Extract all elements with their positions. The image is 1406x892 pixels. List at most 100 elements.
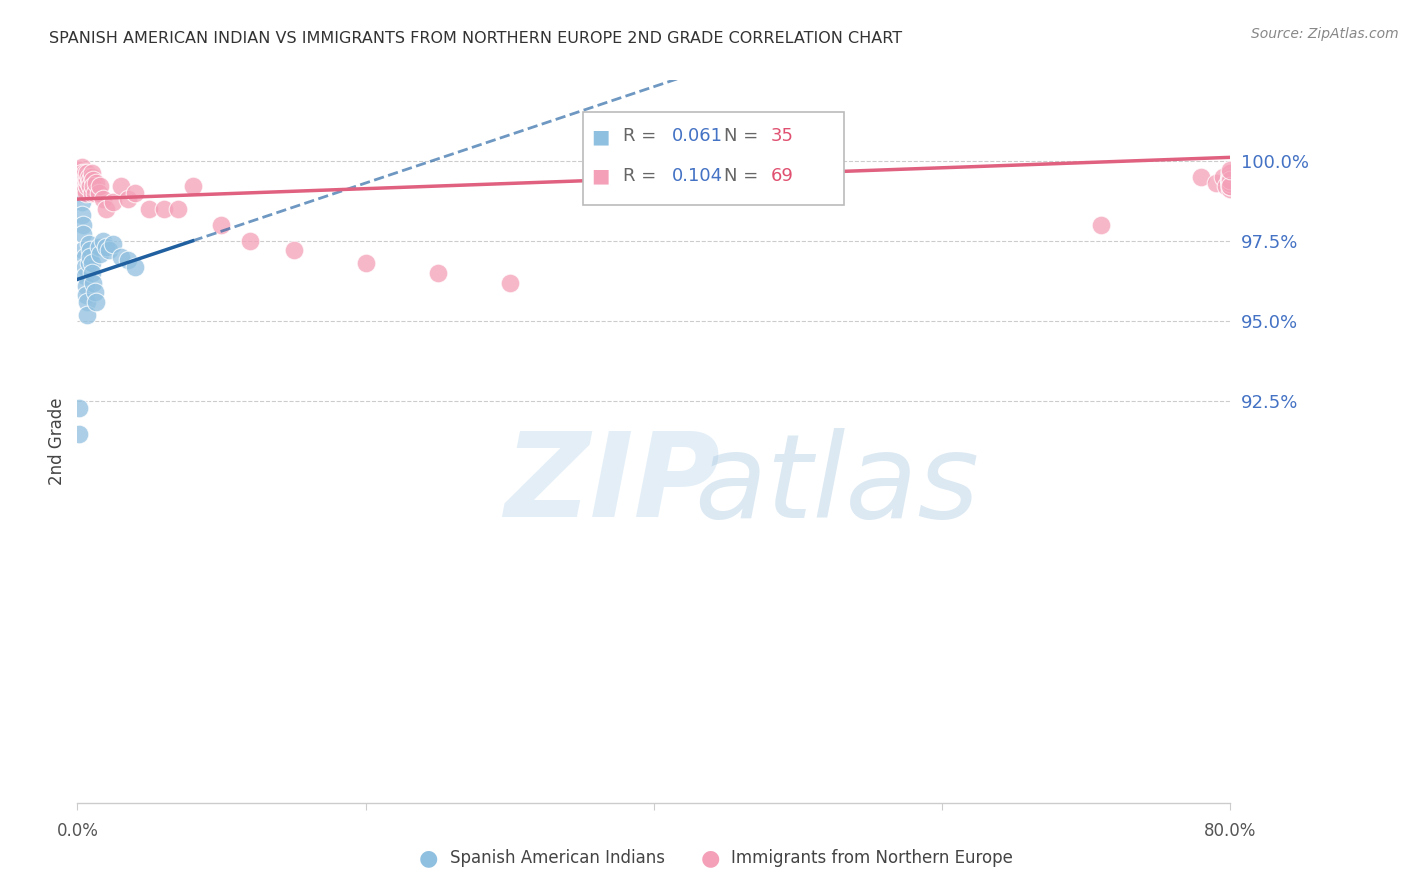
Text: SPANISH AMERICAN INDIAN VS IMMIGRANTS FROM NORTHERN EUROPE 2ND GRADE CORRELATION: SPANISH AMERICAN INDIAN VS IMMIGRANTS FR…	[49, 31, 903, 46]
Point	[82, 173, 104, 187]
Point	[75, 288, 97, 302]
Point	[76, 166, 98, 180]
Text: R =: R =	[623, 128, 657, 145]
Point	[138, 202, 160, 216]
Text: Immigrants from Northern Europe: Immigrants from Northern Europe	[731, 849, 1012, 867]
Point	[82, 179, 104, 194]
Text: ■: ■	[591, 127, 610, 146]
Point	[1191, 169, 1213, 184]
Text: ●: ●	[700, 848, 720, 868]
Point	[69, 176, 91, 190]
Point	[82, 276, 104, 290]
Point	[76, 308, 98, 322]
Point	[426, 266, 449, 280]
Point	[70, 166, 93, 180]
Point	[1219, 163, 1241, 178]
Point	[167, 202, 190, 216]
Point	[87, 186, 110, 200]
Point	[73, 166, 96, 180]
Point	[83, 285, 105, 300]
Point	[76, 173, 98, 187]
Point	[1219, 166, 1241, 180]
Point	[73, 250, 96, 264]
Text: Source: ZipAtlas.com: Source: ZipAtlas.com	[1251, 27, 1399, 41]
Text: 0.061: 0.061	[672, 128, 723, 145]
Point	[69, 169, 91, 184]
Point	[1219, 169, 1241, 184]
Point	[73, 260, 96, 274]
Point	[1219, 176, 1241, 190]
Point	[77, 256, 100, 270]
Point	[72, 244, 94, 258]
Point	[84, 176, 107, 190]
Text: ■: ■	[591, 166, 610, 186]
Point	[75, 169, 97, 184]
Point	[211, 218, 233, 232]
Point	[1219, 176, 1241, 190]
Point	[89, 246, 111, 260]
Point	[96, 240, 118, 254]
Point	[76, 294, 98, 309]
Point	[77, 176, 100, 190]
Point	[98, 244, 121, 258]
Text: 35: 35	[770, 128, 793, 145]
Point	[79, 179, 101, 194]
Point	[1218, 173, 1240, 187]
Text: atlas: atlas	[695, 428, 979, 542]
Point	[83, 186, 105, 200]
Point	[67, 401, 90, 415]
Point	[117, 253, 139, 268]
Point	[67, 163, 90, 178]
Point	[239, 234, 262, 248]
Point	[1219, 169, 1241, 184]
Point	[87, 240, 110, 254]
Point	[69, 173, 91, 187]
Point	[80, 169, 103, 184]
Text: ●: ●	[419, 848, 439, 868]
Point	[117, 192, 139, 206]
Text: 69: 69	[770, 167, 793, 185]
Point	[1219, 179, 1241, 194]
Point	[103, 195, 125, 210]
Point	[70, 195, 93, 210]
Point	[499, 276, 522, 290]
Point	[67, 169, 90, 184]
Text: 80.0%: 80.0%	[1204, 822, 1257, 840]
Point	[1219, 169, 1241, 184]
Point	[153, 202, 174, 216]
Point	[1219, 179, 1241, 194]
Point	[77, 237, 100, 252]
Point	[1212, 169, 1234, 184]
Point	[1219, 166, 1241, 180]
Point	[91, 234, 114, 248]
Point	[1215, 179, 1237, 194]
Point	[67, 426, 90, 441]
Point	[72, 218, 94, 232]
Point	[1090, 218, 1112, 232]
Point	[75, 278, 97, 293]
Point	[1219, 176, 1241, 190]
Point	[84, 294, 107, 309]
Point	[80, 266, 103, 280]
Point	[283, 244, 305, 258]
Point	[1219, 182, 1241, 196]
Point	[110, 179, 132, 194]
Point	[73, 182, 96, 196]
Point	[80, 256, 103, 270]
Point	[79, 250, 101, 264]
Point	[80, 166, 103, 180]
Point	[72, 227, 94, 242]
Point	[354, 256, 377, 270]
Text: Spanish American Indians: Spanish American Indians	[450, 849, 665, 867]
Point	[124, 260, 146, 274]
Point	[69, 179, 91, 194]
Point	[80, 186, 103, 200]
Point	[1205, 176, 1227, 190]
Point	[70, 160, 93, 174]
Text: N =: N =	[724, 167, 758, 185]
Point	[73, 176, 96, 190]
Point	[103, 237, 125, 252]
Point	[96, 202, 118, 216]
Point	[70, 186, 93, 200]
Point	[1219, 173, 1241, 187]
